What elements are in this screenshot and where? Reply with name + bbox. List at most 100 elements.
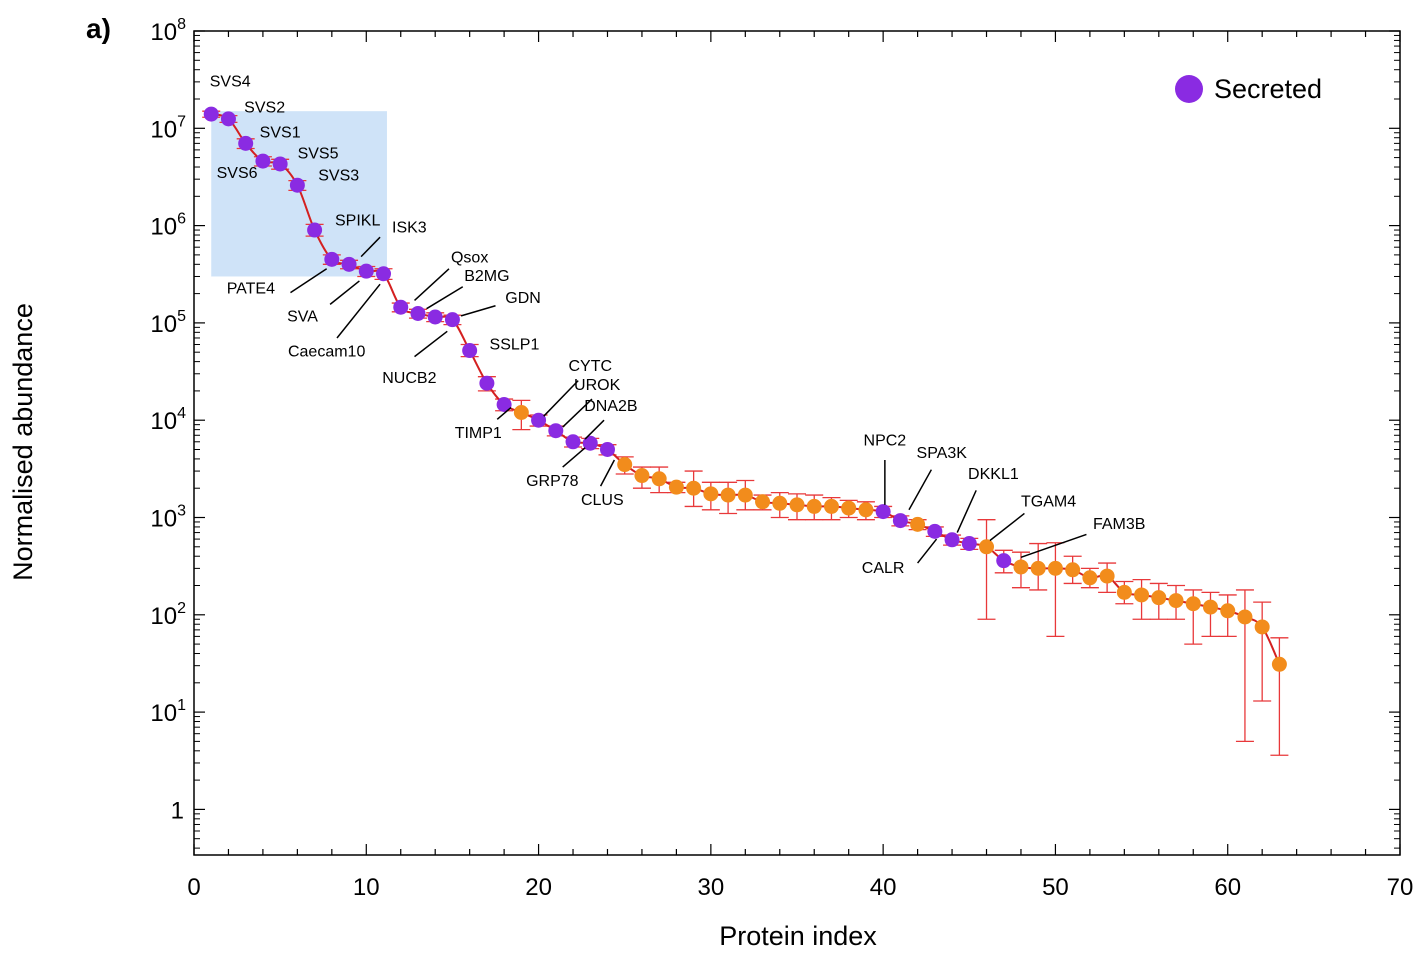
data-point: [1047, 560, 1063, 576]
annotation-label: GDN: [505, 290, 541, 307]
data-point-secreted: [376, 266, 392, 282]
y-axis: 1 101 102 103 104 105 106 107 108: [150, 16, 1400, 849]
plot-frame: [193, 30, 1401, 856]
annotation-label: DKKL1: [968, 466, 1019, 483]
annotation-leader: [414, 268, 450, 302]
data-point: [841, 500, 857, 516]
data-point-secreted: [531, 412, 547, 428]
annotation-label: SPA3K: [917, 445, 968, 462]
annotation-label: SVS2: [244, 100, 285, 117]
annotation-label: B2MG: [464, 268, 509, 285]
data-points: [203, 106, 1287, 672]
data-point: [1220, 603, 1236, 619]
data-point: [789, 497, 805, 513]
legend: Secreted: [1175, 74, 1322, 104]
annotation-leader: [599, 459, 616, 487]
panel-label: a): [86, 13, 111, 44]
annotation-label: TIMP1: [455, 425, 502, 442]
x-axis-title: Protein index: [719, 921, 877, 951]
data-point-secreted: [255, 153, 271, 169]
data-point: [1030, 560, 1046, 576]
data-point: [617, 457, 633, 473]
annotation-label: PATE4: [227, 281, 275, 298]
data-point-secreted: [289, 177, 305, 193]
data-point-secreted: [307, 222, 323, 238]
data-point-secreted: [892, 513, 908, 529]
y-tick-label: 1: [171, 797, 184, 824]
annotation-label: SPIKL: [335, 213, 380, 230]
y-tick-label: 108: [150, 16, 186, 46]
y-tick-label: 105: [150, 308, 186, 338]
x-tick-label: 70: [1387, 874, 1414, 901]
data-point-secreted: [341, 256, 357, 272]
annotation-leader: [329, 280, 360, 305]
data-point: [513, 404, 529, 420]
data-point: [910, 516, 926, 532]
annotation-leader: [956, 490, 977, 533]
data-point-secreted: [944, 532, 960, 548]
data-point: [668, 479, 684, 495]
data-point: [703, 486, 719, 502]
data-point-secreted: [462, 343, 478, 359]
data-point-secreted: [203, 106, 219, 122]
annotation-label: FAM3B: [1093, 516, 1145, 533]
annotation-leader: [290, 268, 328, 294]
annotation-label: CYTC: [568, 358, 612, 375]
annotation-label: CALR: [862, 560, 905, 577]
data-point-secreted: [272, 156, 288, 172]
data-point-secreted: [875, 504, 891, 520]
annotation-leader: [1020, 533, 1087, 558]
annotation-label: DNA2B: [584, 398, 637, 415]
data-point: [1168, 593, 1184, 609]
x-tick-label: 50: [1042, 874, 1069, 901]
data-point-secreted: [393, 299, 409, 315]
annotation-label: TGAM4: [1021, 493, 1076, 510]
data-point: [1151, 590, 1167, 606]
annotation-leader: [562, 447, 586, 468]
data-point: [755, 494, 771, 510]
data-point: [806, 498, 822, 514]
y-axis-title: Normalised abundance: [8, 303, 38, 581]
x-tick-label: 10: [353, 874, 380, 901]
annotation-leader: [336, 283, 381, 339]
annotation-leader: [562, 398, 593, 428]
data-point: [1237, 609, 1253, 625]
data-point-secreted: [427, 309, 443, 325]
annotation-leader: [360, 236, 381, 258]
annotation-label: UROK: [574, 377, 621, 394]
annotations: SVS4 SVS2 SVS1 SVS5 SVS6 SVS3 SPIKL ISK3 Qsox B2M…: [210, 73, 1146, 577]
y-tick-label: 101: [150, 697, 186, 727]
annotation-label: CLUS: [581, 492, 624, 509]
data-point: [823, 498, 839, 514]
x-tick-label: 60: [1214, 874, 1241, 901]
data-point: [1254, 619, 1270, 635]
data-point: [651, 471, 667, 487]
data-point-secreted: [238, 135, 254, 151]
annotation-leader: [426, 286, 464, 310]
data-point: [737, 487, 753, 503]
data-point: [979, 539, 995, 555]
y-tick-label: 106: [150, 211, 186, 241]
data-point-secreted: [496, 396, 512, 412]
annotation-label: Caecam10: [288, 344, 365, 361]
data-point-secreted: [358, 263, 374, 279]
annotation-label: SVS6: [217, 165, 258, 182]
data-point-secreted: [479, 375, 495, 391]
data-point: [1134, 587, 1150, 603]
y-tick-label: 107: [150, 113, 186, 143]
annotation-leader: [460, 305, 496, 317]
data-point: [1099, 568, 1115, 584]
y-tick-label: 102: [150, 600, 186, 630]
annotation-label: SVS5: [298, 145, 339, 162]
data-point-secreted: [220, 111, 236, 127]
annotation-label: SVS1: [260, 125, 301, 142]
data-point-secreted: [927, 523, 943, 539]
data-point-secreted: [961, 536, 977, 552]
x-tick-label: 40: [870, 874, 897, 901]
x-tick-label: 20: [525, 874, 552, 901]
x-tick-label: 0: [187, 874, 200, 901]
annotation-leader: [917, 538, 938, 564]
data-point: [1116, 584, 1132, 600]
data-point: [720, 487, 736, 503]
